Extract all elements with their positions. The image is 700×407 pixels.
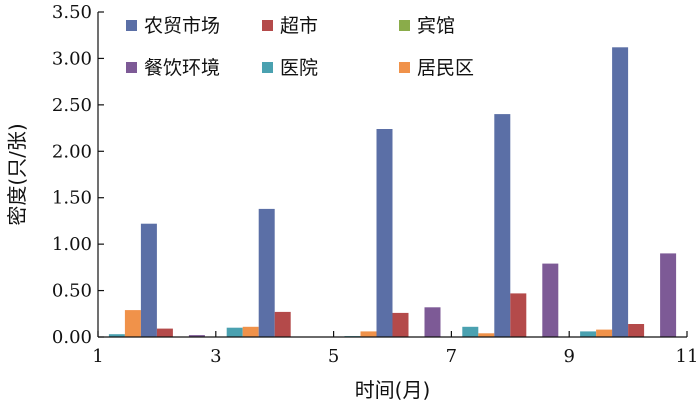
bar-超市-4 bbox=[274, 311, 291, 337]
y-tick-label: 3.00 bbox=[52, 48, 92, 69]
bar-居民区-10 bbox=[596, 329, 613, 337]
legend-swatch-医院 bbox=[262, 62, 273, 73]
legend-swatch-居民区 bbox=[399, 62, 410, 73]
y-tick-label: 3.50 bbox=[52, 2, 92, 23]
bar-餐饮环境-8 bbox=[542, 263, 559, 337]
bar-超市-2 bbox=[156, 328, 173, 337]
bar-医院-4 bbox=[226, 327, 243, 337]
bar-医院-10 bbox=[580, 331, 597, 337]
y-tick-label: 0.00 bbox=[52, 327, 92, 348]
x-tick-label: 3 bbox=[210, 346, 221, 367]
legend-label-农贸市场: 农贸市场 bbox=[144, 15, 220, 37]
bar-居民区-8 bbox=[478, 333, 495, 337]
legend-label-餐饮环境: 餐饮环境 bbox=[144, 57, 220, 79]
y-axis-title: 密度(只/张) bbox=[5, 123, 29, 225]
bar-居民区-4 bbox=[242, 326, 259, 337]
bar-农贸市场-6 bbox=[376, 129, 393, 337]
legend-swatch-餐饮环境 bbox=[126, 62, 137, 73]
legend-label-超市: 超市 bbox=[280, 15, 318, 37]
bar-超市-6 bbox=[392, 312, 409, 337]
bar-超市-8 bbox=[510, 293, 527, 337]
legend-swatch-农贸市场 bbox=[126, 20, 137, 31]
x-tick-label: 1 bbox=[92, 346, 103, 367]
legend-label-医院: 医院 bbox=[280, 57, 318, 79]
x-axis-title: 时间(月) bbox=[355, 378, 431, 402]
bar-餐饮环境-2 bbox=[188, 335, 205, 337]
x-tick-label: 7 bbox=[446, 346, 457, 367]
bar-农贸市场-10 bbox=[612, 47, 629, 338]
y-tick-label: 1.00 bbox=[52, 234, 92, 255]
x-tick-label: 11 bbox=[676, 346, 699, 367]
y-tick-label: 0.50 bbox=[52, 281, 92, 302]
bar-居民区-2 bbox=[124, 310, 141, 337]
legend-swatch-超市 bbox=[262, 20, 273, 31]
bar-超市-10 bbox=[628, 324, 645, 337]
x-tick-label: 5 bbox=[328, 346, 339, 367]
bar-农贸市场-4 bbox=[258, 208, 275, 337]
legend-label-居民区: 居民区 bbox=[417, 57, 474, 79]
y-tick-label: 2.50 bbox=[52, 95, 92, 116]
legend-swatch-宾馆 bbox=[399, 20, 410, 31]
x-tick-label: 9 bbox=[563, 346, 574, 367]
bars-layer bbox=[108, 47, 677, 338]
y-tick-label: 2.00 bbox=[52, 141, 92, 162]
bar-餐饮环境-10 bbox=[660, 253, 677, 337]
bar-医院-2 bbox=[108, 334, 125, 337]
bar-医院-8 bbox=[462, 326, 479, 337]
y-tick-label: 1.50 bbox=[52, 188, 92, 209]
legend-label-宾馆: 宾馆 bbox=[417, 15, 455, 37]
axes-layer: 0.00 0.50 1.00 1.50 2.00 2.50 3.00 3.50 1 3 5 7 9 11 bbox=[52, 2, 699, 367]
bar-餐饮环境-6 bbox=[424, 307, 441, 337]
bar-农贸市场-8 bbox=[494, 114, 511, 337]
bar-居民区-6 bbox=[360, 331, 377, 337]
bar-农贸市场-2 bbox=[140, 223, 157, 337]
